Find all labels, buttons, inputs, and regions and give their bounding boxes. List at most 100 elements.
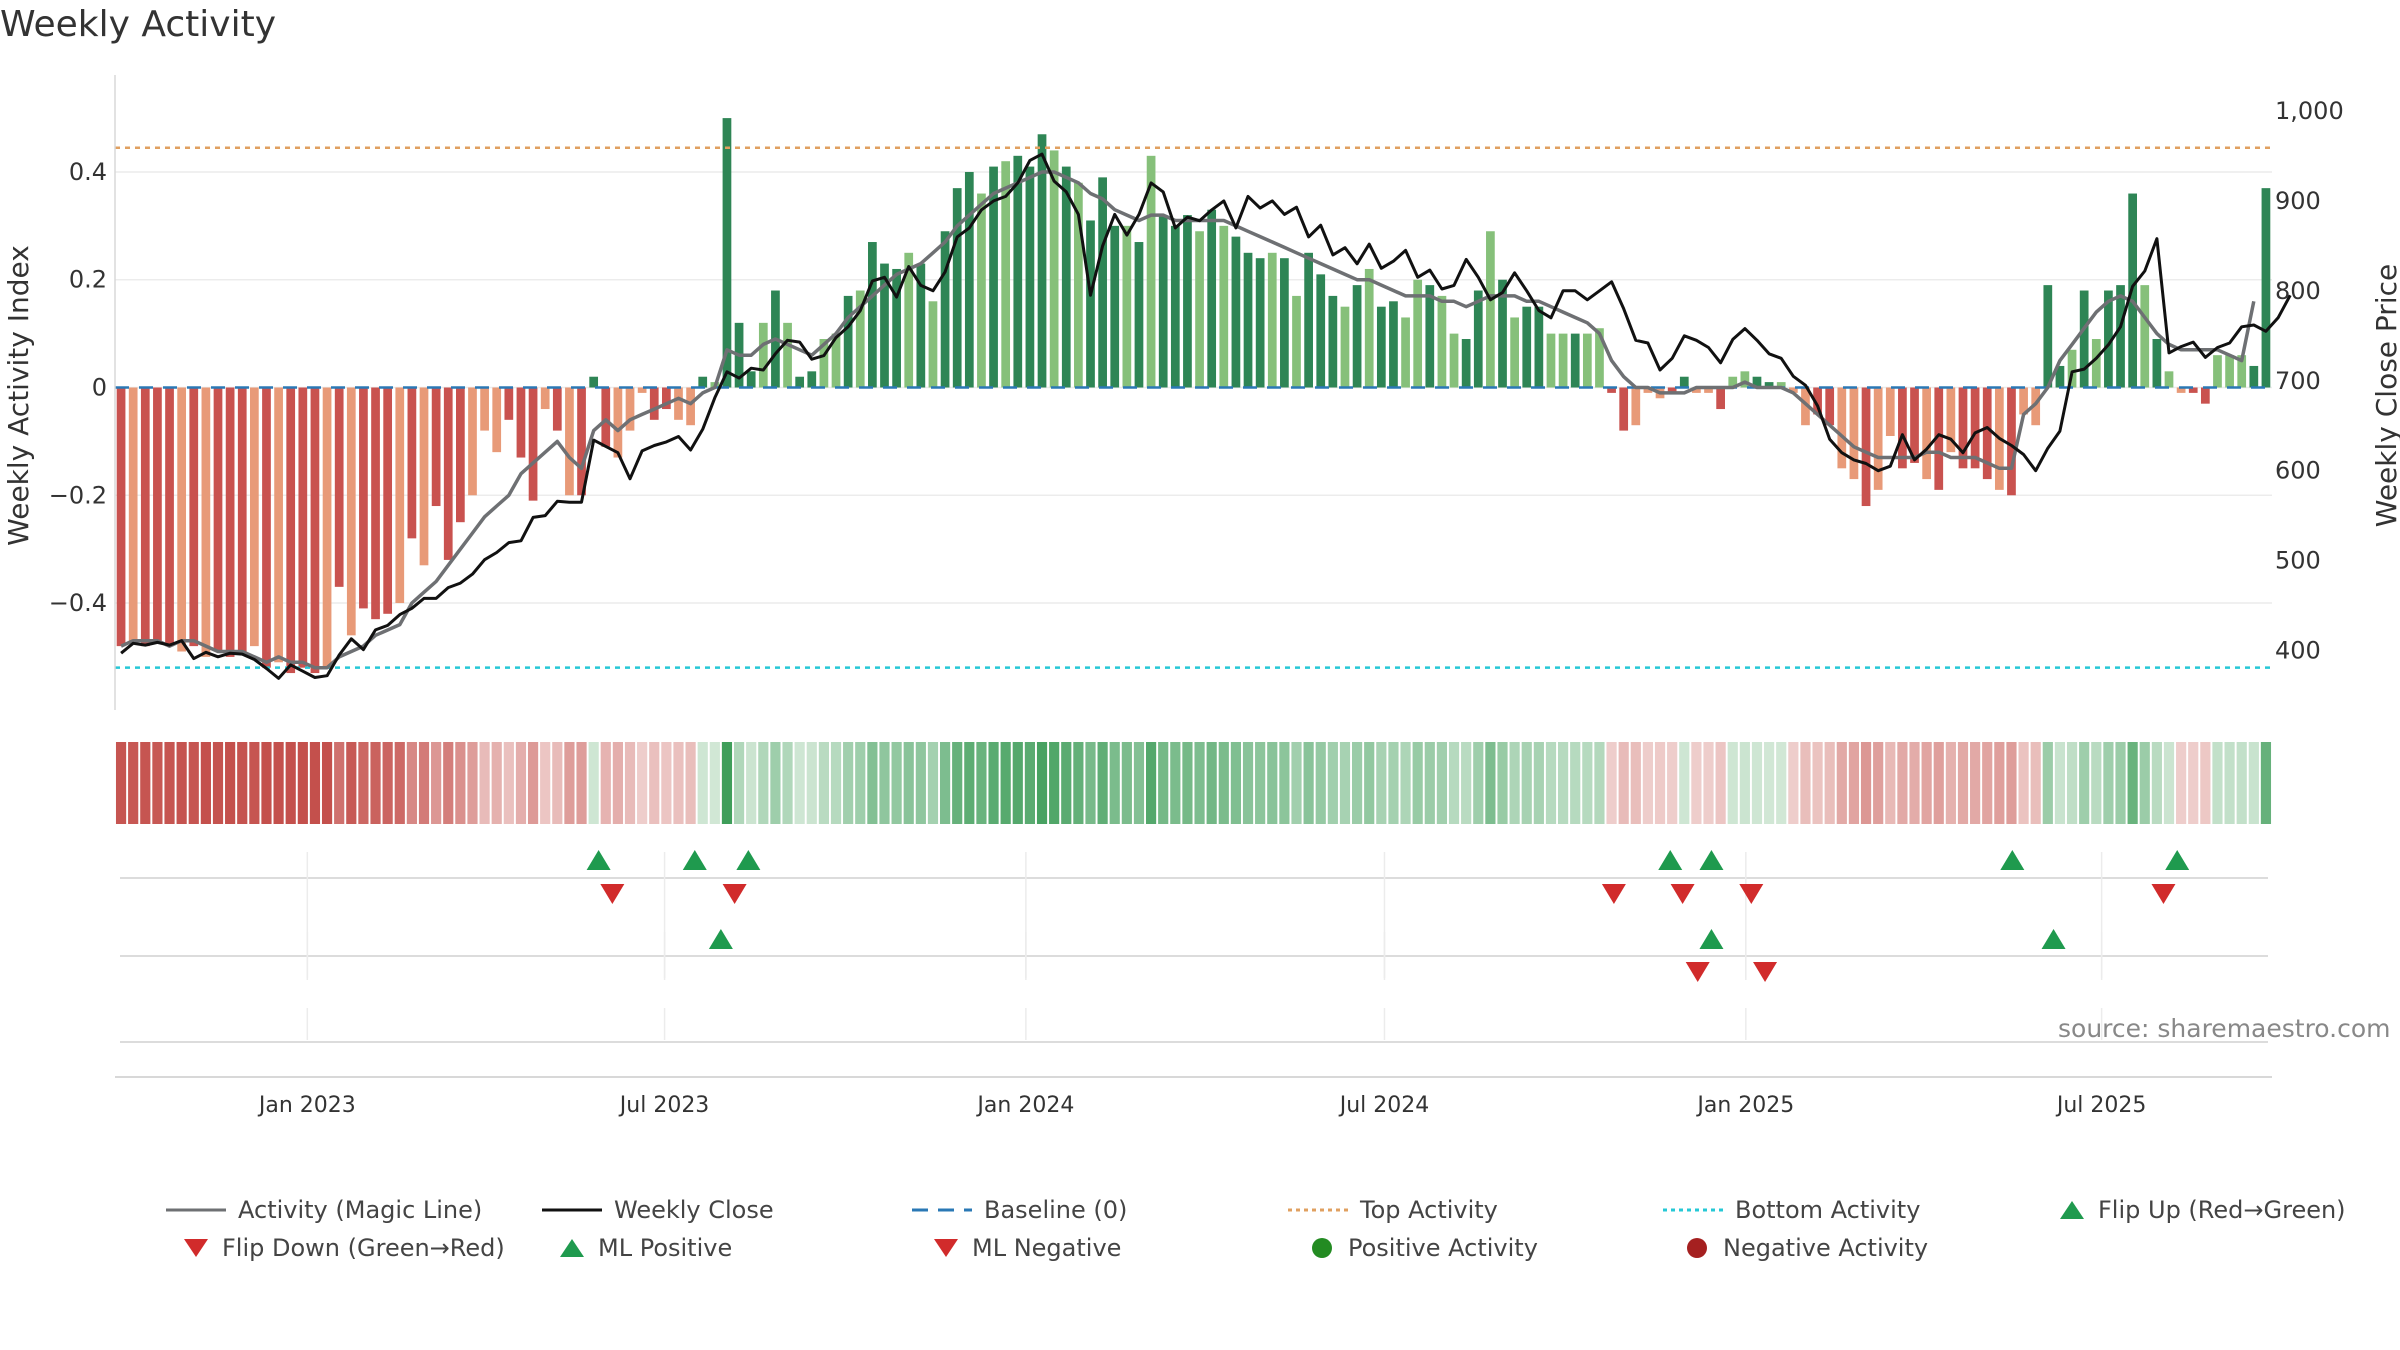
activity-bar bbox=[2104, 290, 2113, 388]
activity-bar bbox=[589, 376, 599, 388]
heatmap-cell bbox=[2127, 742, 2138, 824]
flip-up-marker bbox=[2000, 850, 2025, 870]
heatmap-cell bbox=[1739, 742, 1750, 824]
activity-bar bbox=[674, 387, 683, 420]
activity-bar bbox=[1982, 387, 1992, 480]
activity-bar bbox=[1170, 225, 1180, 388]
heatmap-cell bbox=[2224, 742, 2235, 824]
activity-bar bbox=[1316, 274, 1326, 388]
heatmap-cell bbox=[2236, 742, 2247, 824]
heatmap-cell bbox=[564, 742, 575, 824]
heatmap-cell bbox=[2151, 742, 2162, 824]
activity-bar bbox=[952, 188, 962, 388]
y2-tick-label: 1,000 bbox=[2275, 97, 2344, 125]
activity-bar bbox=[1376, 306, 1386, 388]
flip-down-marker bbox=[722, 884, 747, 904]
activity-bar bbox=[189, 387, 199, 647]
activity-bar bbox=[1364, 268, 1374, 388]
y-tick-label: 0 bbox=[92, 374, 107, 402]
heatmap-cell bbox=[1764, 742, 1775, 824]
activity-bar bbox=[1037, 134, 1047, 388]
activity-bar bbox=[2079, 290, 2089, 388]
activity-bar bbox=[1679, 376, 1689, 388]
activity-bar bbox=[1219, 225, 1229, 388]
activity-bar bbox=[662, 387, 671, 410]
activity-bar bbox=[1837, 387, 1847, 469]
activity-bar bbox=[1013, 155, 1023, 388]
flip-down-marker bbox=[1739, 884, 1764, 904]
legend-label: ML Positive bbox=[598, 1234, 733, 1262]
heatmap-cell bbox=[2212, 742, 2223, 824]
heatmap-cell bbox=[818, 742, 829, 824]
heatmap-cell bbox=[1873, 742, 1884, 824]
top-activity-swatch bbox=[1288, 1208, 1348, 1212]
weekly-close-line bbox=[120, 152, 2292, 680]
y-axis-label: Weekly Activity Index bbox=[2, 245, 35, 546]
activity-bar bbox=[552, 387, 562, 431]
activity-bar bbox=[649, 387, 659, 420]
y2-tick-label: 500 bbox=[2275, 547, 2321, 575]
heatmap-cell bbox=[552, 742, 563, 824]
activity-bar bbox=[443, 387, 453, 560]
heatmap-cell bbox=[1606, 742, 1617, 824]
activity-bar bbox=[1486, 231, 1495, 388]
flip-up-marker bbox=[1699, 850, 1724, 870]
activity-bar bbox=[1934, 387, 1944, 490]
y2-tick-label: 900 bbox=[2275, 187, 2321, 215]
activity-bar bbox=[225, 387, 235, 657]
activity-bar bbox=[1522, 306, 1532, 388]
heatmap-cell bbox=[128, 742, 139, 824]
activity-bar bbox=[807, 371, 817, 388]
heatmap-cell bbox=[2079, 742, 2090, 824]
heatmap-cell bbox=[1848, 742, 1860, 824]
activity-bar bbox=[625, 387, 635, 431]
activity-bar bbox=[1704, 387, 1713, 393]
positive-activity-swatch bbox=[1312, 1238, 1332, 1258]
heatmap-strip bbox=[115, 742, 2272, 824]
activity-bar bbox=[2164, 371, 2174, 388]
legend-item-baseline: Baseline (0) bbox=[912, 1196, 1127, 1224]
heatmap-cell bbox=[697, 742, 708, 824]
activity-bar bbox=[1667, 387, 1677, 393]
activity-bars bbox=[116, 118, 2271, 674]
activity-bar bbox=[1025, 166, 1035, 388]
ml-negative-marker bbox=[1685, 962, 1710, 982]
flip-down-marker bbox=[2151, 884, 2176, 904]
heatmap-cell bbox=[2176, 742, 2187, 824]
activity-bar bbox=[2091, 339, 2101, 388]
activity-bar bbox=[868, 242, 877, 388]
heatmap-cell bbox=[297, 742, 308, 824]
activity-bar bbox=[2225, 355, 2234, 388]
heatmap-cell bbox=[830, 742, 842, 824]
heatmap-cell bbox=[782, 742, 793, 824]
activity-bar bbox=[1425, 285, 1435, 388]
heatmap-cell bbox=[673, 742, 684, 824]
weekly-activity-chart: 0.4 0.2 0 −0.2 −0.4 1,000 900 800 700 600 500 400 We… bbox=[2, 75, 2400, 1118]
activity-bar bbox=[1776, 382, 1786, 388]
flip-up-marker bbox=[586, 850, 611, 870]
heatmap-cell bbox=[879, 742, 890, 824]
heatmap-cell bbox=[1812, 742, 1823, 824]
heatmap-cell bbox=[988, 742, 999, 824]
activity-bar bbox=[601, 387, 611, 447]
heatmap-cell bbox=[939, 742, 951, 824]
activity-bar bbox=[964, 171, 974, 388]
activity-bar bbox=[1873, 387, 1883, 490]
flip-up-marker bbox=[682, 850, 707, 870]
heatmap-cell bbox=[1970, 742, 1981, 824]
heatmap-cell bbox=[952, 742, 963, 824]
activity-bar bbox=[371, 387, 380, 620]
heatmap-cell bbox=[576, 742, 587, 824]
activity-bar bbox=[1061, 166, 1071, 388]
activity-bar bbox=[1898, 387, 1907, 469]
heatmap-cell bbox=[746, 742, 757, 824]
heatmap-cell bbox=[334, 742, 345, 824]
x-axis: Jan 2023 Jul 2023 Jan 2024 Jul 2024 Jan 2025… bbox=[115, 1076, 2272, 1118]
heatmap-cell bbox=[1654, 742, 1666, 824]
activity-bar bbox=[1534, 306, 1544, 388]
heatmap-cell bbox=[867, 742, 878, 824]
chart-title: Weekly Activity bbox=[0, 4, 277, 45]
heatmap-cell bbox=[540, 742, 551, 824]
activity-bar bbox=[637, 387, 647, 393]
activity-bar bbox=[419, 387, 429, 566]
